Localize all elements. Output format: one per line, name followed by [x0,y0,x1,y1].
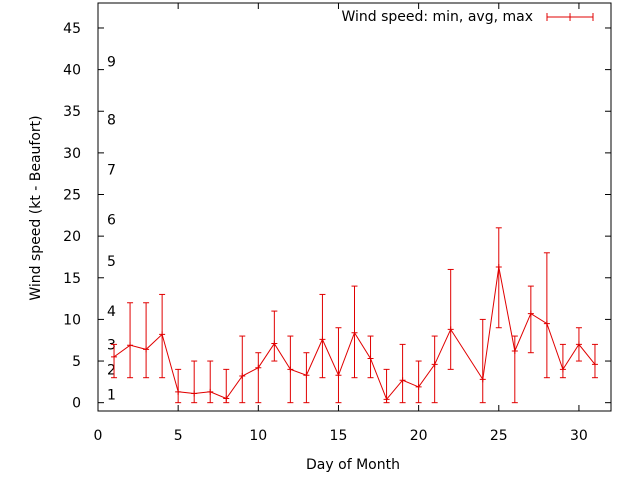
data-point [207,388,214,395]
data-point [383,396,390,403]
data-point [351,329,358,336]
y-tick-label: 5 [72,354,81,370]
y-tick-label: 35 [63,104,81,120]
y-tick-label: 15 [63,271,81,287]
data-point [127,342,134,349]
data-point [143,346,150,353]
data-point [367,355,374,362]
data-point [239,373,246,380]
series-wind-speed [111,227,598,404]
beaufort-label: 6 [107,212,116,228]
x-tick-label: 25 [490,428,508,444]
x-tick-label: 0 [94,428,103,444]
legend-marker: + [565,10,575,24]
y-axis-label: Wind speed (kt - Beaufort) [28,115,44,300]
y-tick-label: 30 [63,146,81,162]
data-point [527,310,534,317]
beaufort-label: 8 [107,113,116,129]
data-point [575,341,582,348]
data-point [271,340,278,347]
data-point [303,372,310,379]
data-point [495,263,502,270]
data-point [111,353,118,360]
data-point [191,390,198,397]
y-tick-label: 40 [63,63,81,79]
y-tick-label: 20 [63,229,81,245]
plot-frame [97,2,612,412]
y-tick-label: 10 [63,312,81,328]
x-axis: 0 5 10 15 20 25 30 [94,3,588,444]
data-point [175,388,182,395]
beaufort-label: 7 [107,163,116,179]
data-point [399,377,406,384]
data-point [431,361,438,368]
beaufort-label: 1 [107,387,116,403]
legend-label: Wind speed: min, avg, max [341,9,533,25]
data-point [543,320,550,327]
x-tick-label: 20 [410,428,428,444]
y-tick-label: 45 [63,21,81,37]
beaufort-label: 5 [107,254,116,270]
data-point [479,376,486,383]
y-tick-label: 25 [63,188,81,204]
beaufort-label: 2 [107,362,116,378]
x-axis-label: Day of Month [306,457,400,473]
data-point [447,326,454,333]
data-point [559,366,566,373]
x-tick-label: 5 [174,428,183,444]
data-point [335,372,342,379]
x-tick-label: 15 [330,428,348,444]
beaufort-scale: 1 2 3 4 5 6 7 8 9 [107,54,116,403]
beaufort-label: 9 [107,54,116,70]
data-point [287,366,294,373]
data-point [415,383,422,390]
x-tick-label: 10 [249,428,267,444]
legend: Wind speed: min, avg, max + [341,9,594,25]
data-point [159,331,166,338]
y-tick-label: 0 [72,396,81,412]
beaufort-label: 4 [107,304,116,320]
data-point [223,395,230,402]
data-point [511,348,518,355]
data-point [591,361,598,368]
x-tick-label: 30 [570,428,588,444]
beaufort-label: 3 [107,337,116,353]
data-point [255,364,262,371]
data-point [319,336,326,343]
